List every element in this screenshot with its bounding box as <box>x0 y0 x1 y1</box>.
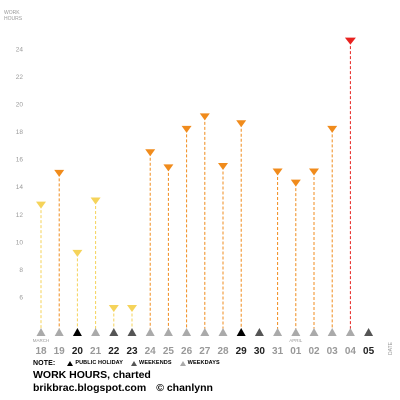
x-tick-label: 22 <box>108 346 120 357</box>
day-type-marker <box>36 328 46 336</box>
data-marker <box>36 201 46 209</box>
data-marker <box>199 113 210 121</box>
legend-public-holiday: PUBLIC HOLIDAY <box>75 360 123 367</box>
data-marker <box>72 249 83 257</box>
y-tick-label: 16 <box>16 157 24 164</box>
day-type-marker <box>273 328 283 336</box>
y-tick-label: 6 <box>19 294 23 301</box>
day-type-marker <box>182 328 192 336</box>
day-type-marker <box>218 328 228 336</box>
day-type-marker <box>236 328 246 336</box>
day-type-marker <box>327 328 337 336</box>
y-axis-ticks: 6 8 10 12 14 16 18 20 22 24 <box>16 46 24 301</box>
y-tick-label: 24 <box>16 46 24 53</box>
chart-title: WORK HOURS, charted <box>33 369 151 381</box>
day-type-marker <box>309 328 319 336</box>
x-tick-label: 02 <box>308 346 320 357</box>
day-type-marker <box>200 328 210 336</box>
data-marker <box>290 179 301 187</box>
month-label: APRIL <box>289 338 303 343</box>
day-type-marker <box>145 328 155 336</box>
x-tick-label: 04 <box>345 346 357 357</box>
x-tick-label: 29 <box>236 346 248 357</box>
data-marker <box>218 163 228 171</box>
legend-weekdays: WEEKDAYS <box>187 360 220 367</box>
day-type-marker <box>163 328 173 336</box>
weekday-marker-icon <box>179 360 186 366</box>
weekend-marker-icon <box>131 360 138 366</box>
data-marker <box>309 168 319 176</box>
y-tick-label: 14 <box>16 184 24 191</box>
x-tick-label: 30 <box>254 346 266 357</box>
x-tick-label: 23 <box>126 346 138 357</box>
note-label: NOTE: <box>33 360 56 367</box>
day-type-marker <box>72 328 82 336</box>
x-tick-label: 01 <box>290 346 302 357</box>
x-tick-label: 27 <box>199 346 211 357</box>
y-tick-label: 22 <box>16 74 24 81</box>
y-axis-label-line: HOURS <box>4 16 23 22</box>
month-label: MARCH <box>33 338 50 343</box>
y-tick-label: 12 <box>16 212 24 219</box>
data-marker <box>127 304 137 312</box>
legend-weekends: WEEKENDS <box>139 360 172 367</box>
x-tick-label: 21 <box>90 346 102 357</box>
data-marker <box>108 304 119 312</box>
data-marker <box>145 149 156 157</box>
credit-text: © chanlynn <box>156 382 213 394</box>
data-marker <box>236 120 247 128</box>
day-type-marker <box>109 328 119 336</box>
data-marker <box>163 164 174 172</box>
x-tick-label: 19 <box>54 346 66 357</box>
data-marker <box>327 125 338 133</box>
data-stems <box>40 41 351 329</box>
day-type-marker <box>345 328 355 336</box>
x-tick-label: 24 <box>145 346 157 357</box>
x-tick-label: 25 <box>163 346 175 357</box>
data-marker <box>344 37 356 45</box>
data-marker <box>54 169 65 177</box>
x-axis-labels: 18 19 20 21 22 23 24 25 26 27 28 29 30 31 01 02 03 04 05 MA… <box>33 338 394 357</box>
data-marker <box>272 168 283 176</box>
y-axis-label-line: WORK <box>4 10 20 16</box>
x-tick-label: 18 <box>35 346 47 357</box>
x-axis-label: DATE <box>388 341 394 355</box>
y-tick-label: 18 <box>16 129 24 136</box>
day-type-marker <box>254 328 264 336</box>
day-type-marker <box>364 328 374 336</box>
blog-url: brikbrac.blogspot.com <box>33 382 147 394</box>
day-type-marker <box>291 328 301 336</box>
x-tick-label: 28 <box>217 346 229 357</box>
x-tick-label: 31 <box>272 346 284 357</box>
day-type-marker <box>91 328 101 336</box>
y-tick-label: 20 <box>16 102 24 109</box>
day-type-marker <box>127 328 137 336</box>
day-type-markers <box>36 328 374 336</box>
x-tick-label: 03 <box>327 346 339 357</box>
x-tick-label: 05 <box>363 346 375 357</box>
legend-note: NOTE: PUBLIC HOLIDAY WEEKENDS WEEKDAYS <box>33 360 220 367</box>
footer: brikbrac.blogspot.com © chanlynn <box>33 382 213 394</box>
day-type-marker <box>54 328 64 336</box>
x-tick-label: 26 <box>181 346 193 357</box>
y-tick-label: 8 <box>19 267 23 274</box>
data-markers <box>36 37 356 312</box>
data-marker <box>90 197 101 205</box>
data-marker <box>181 125 192 133</box>
x-tick-label: 20 <box>72 346 84 357</box>
y-tick-label: 10 <box>16 239 24 246</box>
public-holiday-marker-icon <box>67 360 74 366</box>
